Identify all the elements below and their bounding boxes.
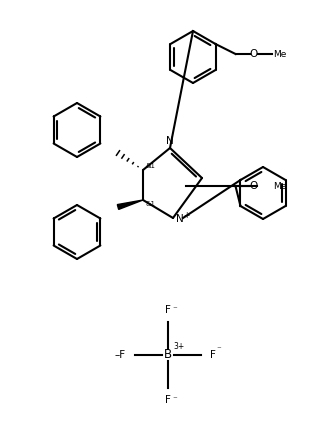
- Text: O: O: [249, 49, 258, 59]
- Text: ⁻: ⁻: [172, 305, 177, 314]
- Text: 3+: 3+: [173, 342, 184, 351]
- Text: +: +: [183, 211, 189, 220]
- Text: ⁻: ⁻: [172, 396, 177, 404]
- Text: &1: &1: [145, 201, 155, 207]
- Text: Me: Me: [274, 181, 287, 190]
- Text: N: N: [166, 136, 174, 146]
- Text: Me: Me: [274, 49, 287, 58]
- Text: N: N: [176, 214, 184, 224]
- Text: ⁻: ⁻: [216, 346, 221, 354]
- Text: B: B: [164, 349, 172, 362]
- Polygon shape: [117, 200, 143, 209]
- Text: F: F: [210, 350, 216, 360]
- Text: F: F: [165, 395, 171, 405]
- Text: F: F: [165, 305, 171, 315]
- Text: –F: –F: [115, 350, 126, 360]
- Text: O: O: [249, 181, 258, 191]
- Text: &1: &1: [145, 163, 155, 169]
